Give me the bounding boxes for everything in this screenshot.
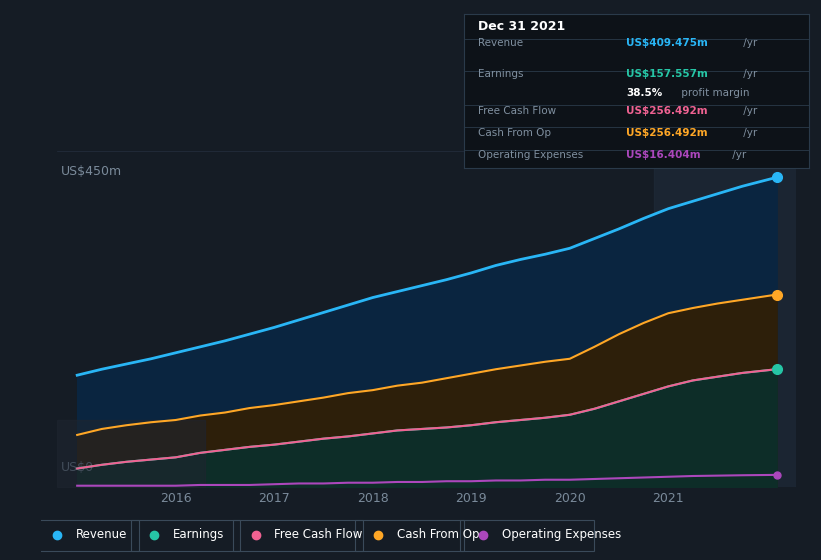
Text: US$256.492m: US$256.492m [626,128,708,138]
Text: /yr: /yr [740,69,757,80]
Text: US$450m: US$450m [62,165,122,178]
Text: /yr: /yr [740,106,757,116]
Text: Cash From Op: Cash From Op [478,128,551,138]
Text: US$16.404m: US$16.404m [626,150,700,160]
Text: Dec 31 2021: Dec 31 2021 [478,20,565,33]
Text: US$409.475m: US$409.475m [626,38,708,48]
Text: US$0: US$0 [62,461,94,474]
Text: Free Cash Flow: Free Cash Flow [274,528,363,542]
Text: /yr: /yr [729,150,746,160]
Text: /yr: /yr [740,38,757,48]
Text: 38.5%: 38.5% [626,88,663,98]
Text: /yr: /yr [740,128,757,138]
Text: Revenue: Revenue [76,528,127,542]
Text: Cash From Op: Cash From Op [397,528,479,542]
Bar [654,151,796,487]
Text: Operating Expenses: Operating Expenses [478,150,583,160]
Text: Free Cash Flow: Free Cash Flow [478,106,556,116]
Text: Earnings: Earnings [478,69,523,80]
Text: profit margin: profit margin [677,88,749,98]
Text: Earnings: Earnings [173,528,225,542]
Text: Operating Expenses: Operating Expenses [502,528,621,542]
Text: Revenue: Revenue [478,38,523,48]
Text: US$157.557m: US$157.557m [626,69,708,80]
Text: US$256.492m: US$256.492m [626,106,708,116]
